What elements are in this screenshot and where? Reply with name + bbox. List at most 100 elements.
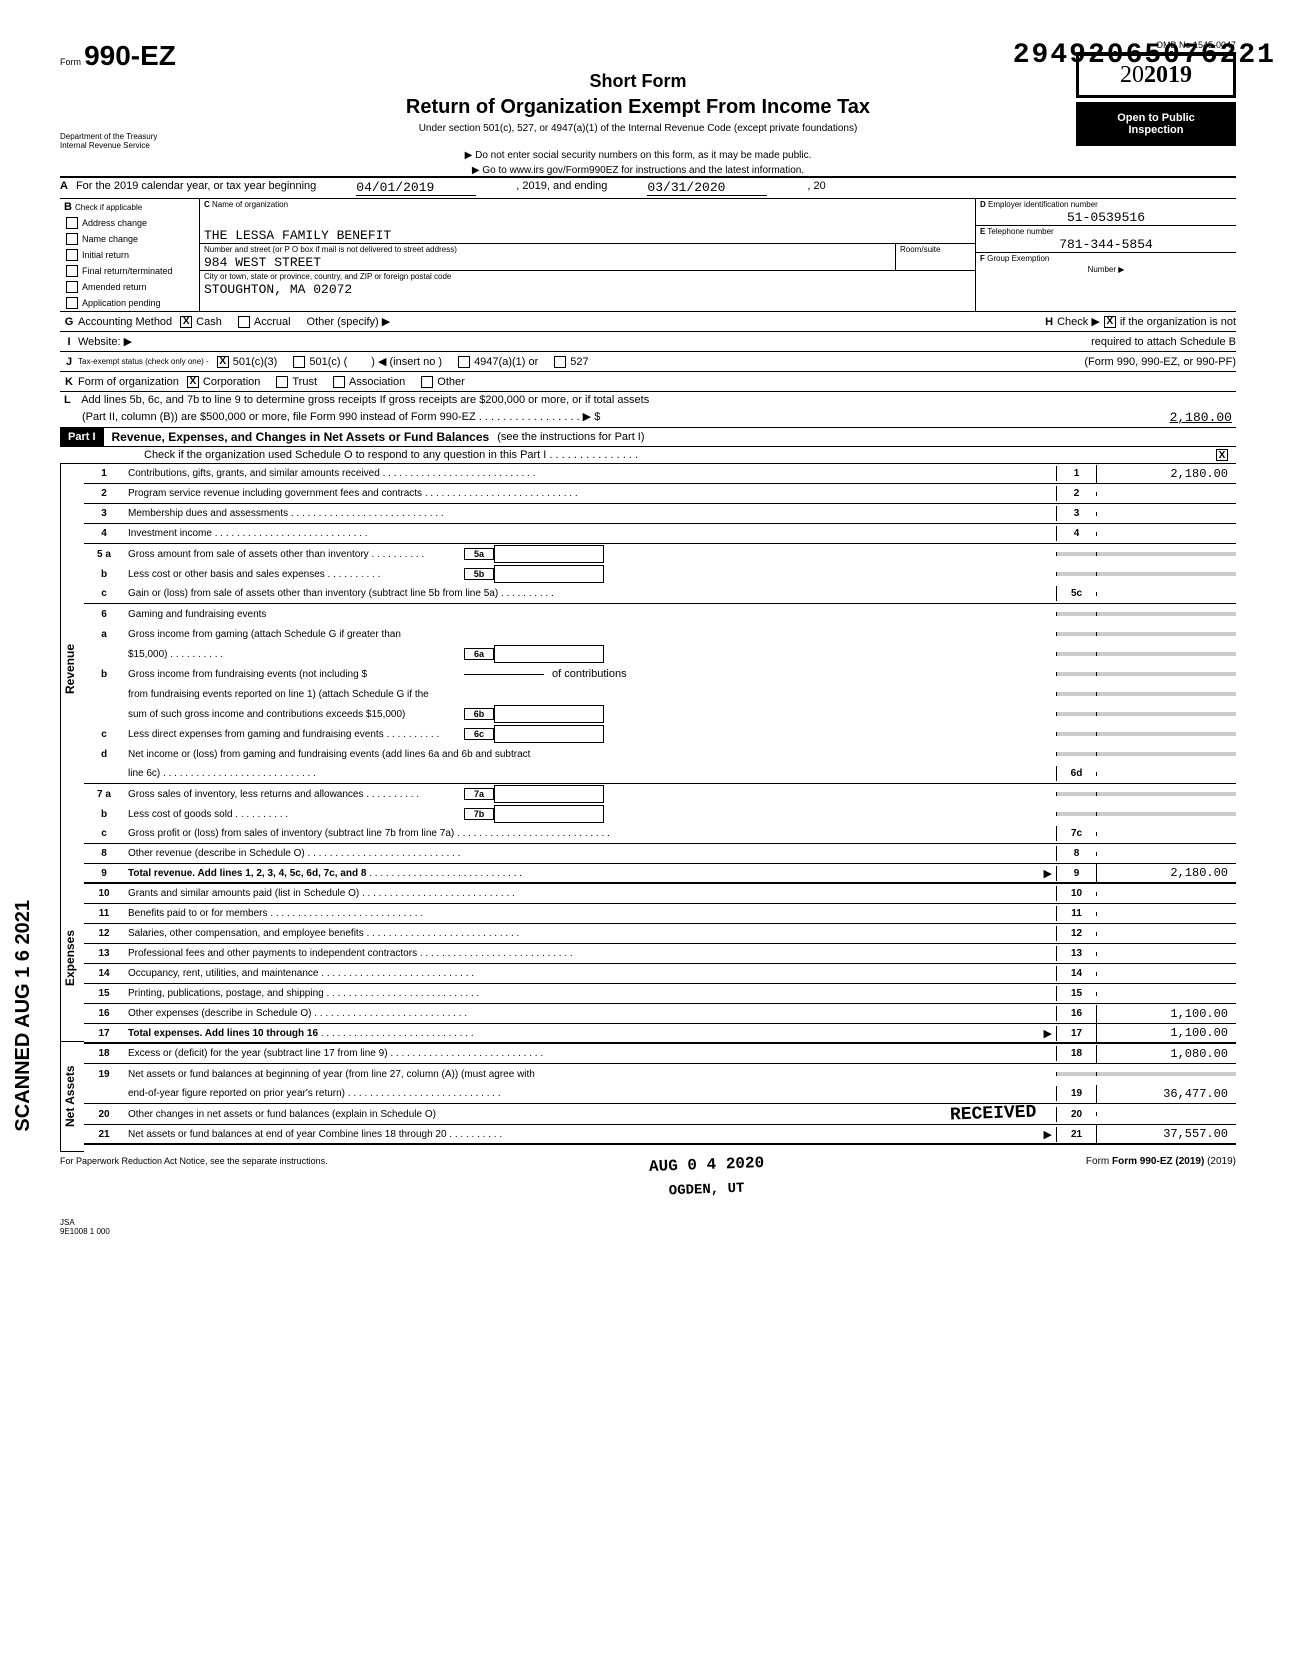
section-j-label: J <box>60 356 78 368</box>
section-a-label: A <box>60 180 68 196</box>
cb-accrual[interactable] <box>238 316 250 328</box>
section-l-label: L <box>64 394 71 406</box>
line-17-amount: 1,100.00 <box>1096 1024 1236 1042</box>
section-g-label: G <box>60 316 78 328</box>
street-value: 984 WEST STREET <box>200 255 895 270</box>
section-h-label: H <box>1045 316 1053 328</box>
line-6a2: $15,000) <box>124 647 464 662</box>
line-11-amount <box>1096 912 1236 916</box>
form-name-footer: Form Form 990-EZ (2019) (2019) <box>1086 1156 1236 1198</box>
association-label: Association <box>349 376 405 388</box>
cb-association[interactable] <box>333 376 345 388</box>
line-9-amount: 2,180.00 <box>1096 864 1236 882</box>
year-box: 202019 <box>1076 53 1236 98</box>
cb-501c3[interactable]: X <box>217 356 229 368</box>
accrual-label: Accrual <box>254 316 291 328</box>
line-7c: Gross profit or (loss) from sales of inv… <box>124 826 1056 841</box>
org-name: THE LESSA FAMILY BENEFIT <box>200 228 975 243</box>
corporation-label: Corporation <box>203 376 260 388</box>
section-a-text: For the 2019 calendar year, or tax year … <box>76 180 316 196</box>
cb-other-org[interactable] <box>421 376 433 388</box>
cb-4947[interactable] <box>458 356 470 368</box>
section-c-label: C <box>204 200 210 209</box>
line-19-amount: 36,477.00 <box>1096 1085 1236 1103</box>
form-org-label: Form of organization <box>78 376 179 388</box>
section-l-text2: (Part II, column (B)) are $500,000 or mo… <box>82 410 600 425</box>
line-6b: Gross income from fundraising events (no… <box>124 667 464 682</box>
line-9: Total revenue. Add lines 1, 2, 3, 4, 5c,… <box>124 866 1044 881</box>
line-3: Membership dues and assessments <box>124 506 1056 521</box>
gross-receipts-value: 2,180.00 <box>1170 410 1232 425</box>
line-15: Printing, publications, postage, and shi… <box>124 986 1056 1001</box>
line-18: Excess or (deficit) for the year (subtra… <box>124 1046 1056 1061</box>
tax-exempt-label: Tax-exempt status (check only one) - <box>78 357 209 366</box>
line-6a: Gross income from gaming (attach Schedul… <box>124 627 464 642</box>
section-f-label: F <box>980 254 985 263</box>
line-2-amount <box>1096 492 1236 496</box>
cash-label: Cash <box>196 316 222 328</box>
subtitle: Under section 501(c), 527, or 4947(a)(1)… <box>200 123 1076 134</box>
line-16-amount: 1,100.00 <box>1096 1005 1236 1023</box>
cb-501c[interactable] <box>293 356 305 368</box>
city-label: City or town, state or province, country… <box>200 271 975 282</box>
line-1-amount: 2,180.00 <box>1096 465 1236 483</box>
line-6: Gaming and fundraising events <box>124 607 1056 622</box>
name-label: Name of organization <box>212 200 288 209</box>
line-7a: Gross sales of inventory, less returns a… <box>124 787 464 802</box>
line-5a: Gross amount from sale of assets other t… <box>124 547 464 562</box>
line-10: Grants and similar amounts paid (list in… <box>124 886 1056 901</box>
short-form-label: Short Form <box>200 71 1076 92</box>
ein-label: Employer identification number <box>988 200 1098 209</box>
jsa-label: JSA <box>60 1218 1236 1227</box>
line-19b: end-of-year figure reported on prior yea… <box>124 1086 1056 1101</box>
cb-application-pending[interactable]: Application pending <box>60 295 199 311</box>
h-suffix: if the organization is not <box>1120 316 1236 328</box>
line-11: Benefits paid to or for members <box>124 906 1056 921</box>
line-13-amount <box>1096 952 1236 956</box>
schedule-o-text: Check if the organization used Schedule … <box>144 449 638 461</box>
line-6b3: from fundraising events reported on line… <box>124 687 1056 702</box>
cb-trust[interactable] <box>276 376 288 388</box>
line-16: Other expenses (describe in Schedule O) <box>124 1006 1056 1021</box>
cb-amended-return[interactable]: Amended return <box>60 279 199 295</box>
end-date: 03/31/2020 <box>647 180 767 196</box>
4947-label: 4947(a)(1) or <box>474 356 538 368</box>
cb-527[interactable] <box>554 356 566 368</box>
line-20: Other changes in net assets or fund bala… <box>124 1107 950 1122</box>
expenses-label: Expenses <box>60 874 84 1042</box>
cb-final-return[interactable]: Final return/terminated <box>60 263 199 279</box>
omb-number: OMB No 1545-0047 <box>1076 40 1236 53</box>
group-exemption-label: Group Exemption <box>987 254 1049 263</box>
cb-initial-return[interactable]: Initial return <box>60 247 199 263</box>
line-2: Program service revenue including govern… <box>124 486 1056 501</box>
jsa-code: 9E1008 1 000 <box>60 1227 1236 1236</box>
h-line2: required to attach Schedule B <box>1091 336 1236 348</box>
line-21: Net assets or fund balances at end of ye… <box>124 1127 1044 1142</box>
line-6d-amount <box>1096 772 1236 776</box>
line-4-amount <box>1096 532 1236 536</box>
line-6b2: of contributions <box>552 668 627 680</box>
cb-cash[interactable]: X <box>180 316 192 328</box>
stamp-date: AUG 0 4 2020 <box>649 1154 765 1176</box>
form-prefix: Form <box>60 57 81 67</box>
cb-name-change[interactable]: Name change <box>60 231 199 247</box>
section-a-mid: , 2019, and ending <box>516 180 607 196</box>
cb-corporation[interactable]: X <box>187 376 199 388</box>
cb-address-change[interactable]: Address change <box>60 215 199 231</box>
revenue-label: Revenue <box>60 464 84 874</box>
dept-treasury: Department of the Treasury <box>60 132 200 141</box>
cb-schedule-b[interactable]: X <box>1104 316 1116 328</box>
line-6d: Net income or (loss) from gaming and fun… <box>124 747 1056 762</box>
other-specify-label: Other (specify) ▶ <box>307 315 391 328</box>
h-line3: (Form 990, 990-EZ, or 990-PF) <box>1084 356 1236 368</box>
section-l-text: Add lines 5b, 6c, and 7b to line 9 to de… <box>81 394 649 406</box>
line-8: Other revenue (describe in Schedule O) <box>124 846 1056 861</box>
line-4: Investment income <box>124 526 1056 541</box>
inspection-box: Open to Public Inspection <box>1076 102 1236 146</box>
cb-schedule-o[interactable]: X <box>1216 449 1228 461</box>
form-number: 990-EZ <box>84 40 176 71</box>
line-3-amount <box>1096 512 1236 516</box>
line-14: Occupancy, rent, utilities, and maintena… <box>124 966 1056 981</box>
line-5b: Less cost or other basis and sales expen… <box>124 567 464 582</box>
line-12: Salaries, other compensation, and employ… <box>124 926 1056 941</box>
